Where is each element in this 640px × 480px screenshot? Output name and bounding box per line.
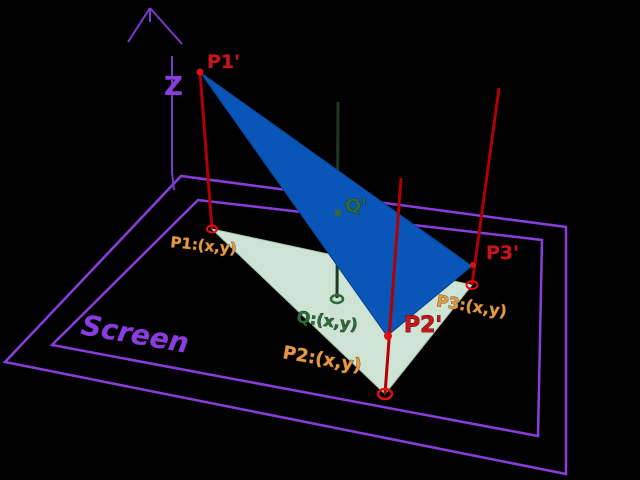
screen-outer-border xyxy=(2,174,568,476)
lifted-triangle xyxy=(199,71,473,337)
p3-prime-point xyxy=(470,262,476,268)
p3-projection-line xyxy=(470,87,501,286)
projection-lines xyxy=(198,71,501,395)
p1-prime-label: P1' xyxy=(207,51,240,73)
p2-prime-label: P2' xyxy=(404,313,442,338)
p1-screen-marker xyxy=(206,224,218,234)
p2-projection-line xyxy=(383,177,403,395)
p3-screen-marker xyxy=(465,280,479,290)
q-screen-marker xyxy=(329,293,345,305)
q-prime-point xyxy=(334,209,342,217)
p2-screen-marker xyxy=(376,387,394,401)
p2-prime-point xyxy=(384,332,392,340)
q-prime-label: Q' xyxy=(345,195,367,217)
p3-prime-label: P3' xyxy=(486,242,519,264)
z-axis xyxy=(127,7,183,191)
screen-inner-border xyxy=(49,198,544,438)
p1-projection-line xyxy=(198,71,214,230)
z-axis-label: Z xyxy=(164,72,183,102)
p1-prime-point xyxy=(196,68,204,76)
